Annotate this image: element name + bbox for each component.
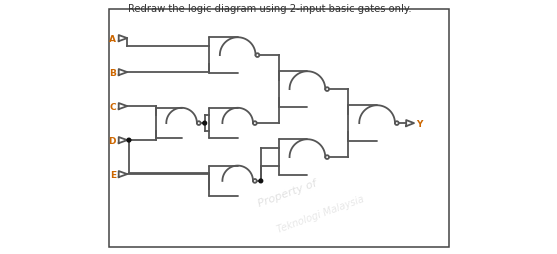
- Text: E: E: [110, 170, 116, 179]
- Circle shape: [325, 156, 329, 159]
- Text: A: A: [109, 35, 116, 43]
- Text: B: B: [109, 68, 116, 77]
- Text: Y: Y: [417, 119, 423, 128]
- Text: D: D: [109, 136, 116, 145]
- Circle shape: [259, 179, 263, 183]
- Text: Teknologi Malaysia: Teknologi Malaysia: [276, 193, 366, 234]
- Circle shape: [203, 122, 207, 125]
- Circle shape: [197, 122, 201, 125]
- Text: Property of: Property of: [256, 178, 318, 208]
- Circle shape: [253, 122, 257, 125]
- Circle shape: [395, 122, 399, 125]
- Circle shape: [253, 179, 257, 183]
- Circle shape: [325, 88, 329, 92]
- Text: Redraw the logic diagram using 2-input basic gates only.: Redraw the logic diagram using 2-input b…: [128, 4, 412, 13]
- Circle shape: [256, 54, 260, 58]
- Text: C: C: [109, 102, 116, 111]
- Circle shape: [127, 139, 131, 142]
